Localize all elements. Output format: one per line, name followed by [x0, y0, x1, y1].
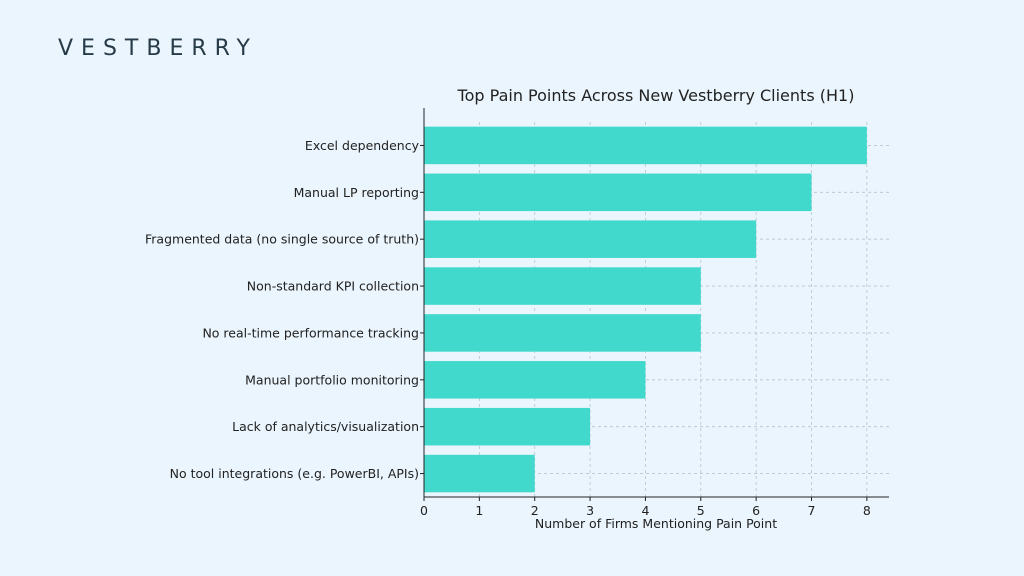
bars: [424, 126, 867, 493]
bar: [424, 126, 867, 165]
brand-logo: VESTBERRY: [58, 36, 258, 61]
category-label: No tool integrations (e.g. PowerBI, APIs…: [170, 466, 419, 481]
x-tick-labels: 0 1 2 3 4 5 6 7 8: [420, 503, 871, 518]
bar: [424, 173, 812, 212]
bar: [424, 454, 535, 493]
x-tick-label: 3: [586, 503, 594, 518]
chart-title: Top Pain Points Across New Vestberry Cli…: [457, 86, 855, 105]
x-tick-label: 4: [641, 503, 649, 518]
category-labels: Excel dependency Manual LP reporting Fragm…: [145, 138, 420, 481]
category-label: Lack of analytics/visualization: [232, 419, 419, 434]
x-tick-label: 0: [420, 503, 428, 518]
axes: [420, 108, 889, 501]
x-tick-label: 7: [808, 503, 816, 518]
x-tick-label: 5: [697, 503, 705, 518]
bar: [424, 267, 701, 305]
x-tick-label: 6: [752, 503, 760, 518]
bar: [424, 220, 757, 258]
bar: [424, 361, 646, 399]
category-label: Excel dependency: [305, 138, 420, 153]
bar: [424, 314, 701, 352]
category-label: Fragmented data (no single source of tru…: [145, 232, 419, 247]
category-label: Non-standard KPI collection: [247, 279, 419, 294]
category-label: Manual portfolio monitoring: [245, 372, 419, 387]
bar: [424, 407, 591, 446]
category-label: No real-time performance tracking: [202, 325, 419, 340]
x-axis-label: Number of Firms Mentioning Pain Point: [535, 516, 777, 531]
x-tick-label: 8: [863, 503, 871, 518]
x-tick-label: 1: [475, 503, 483, 518]
x-tick-label: 2: [531, 503, 539, 518]
category-label: Manual LP reporting: [294, 185, 419, 200]
